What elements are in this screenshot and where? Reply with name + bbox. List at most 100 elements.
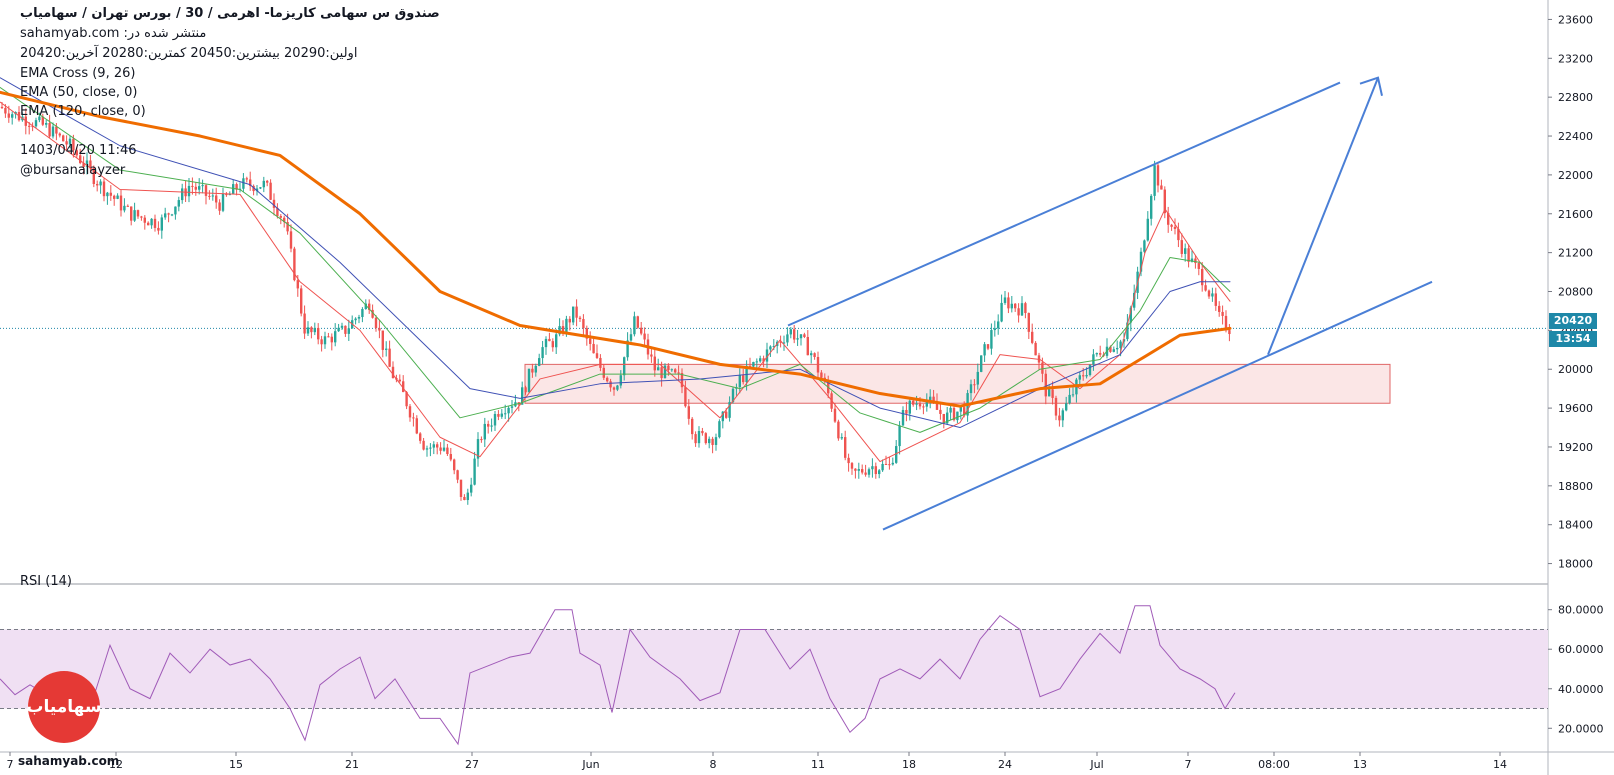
candle-body	[976, 371, 979, 385]
candle-body	[242, 178, 245, 189]
candle-body	[844, 437, 847, 458]
candle-body	[558, 326, 561, 335]
candle-body	[187, 185, 191, 197]
time-tick-label: Jun	[581, 758, 599, 771]
candle-body	[1014, 303, 1017, 309]
candle-body	[1129, 307, 1132, 323]
logo-site-text: sahamyab.com	[18, 754, 120, 768]
candle-body	[854, 468, 857, 471]
candle-body	[123, 205, 126, 211]
candle-body	[456, 470, 459, 480]
candle-body	[1003, 297, 1007, 303]
candle-body	[932, 396, 935, 402]
sahamyab-logo: سهامیاب	[26, 671, 102, 743]
candle-body	[147, 222, 150, 226]
candle-body	[1088, 364, 1092, 376]
candle-body	[626, 340, 629, 358]
candle-body	[500, 413, 503, 417]
candle-body	[436, 444, 439, 448]
candle-body	[782, 342, 786, 344]
candle-body	[663, 365, 667, 379]
candle-body	[215, 195, 218, 203]
chart-author: @bursanalayzer	[20, 163, 126, 178]
candle-body	[772, 346, 775, 348]
candle-body	[541, 347, 544, 359]
candle-body	[371, 309, 374, 318]
candle-body	[1041, 362, 1044, 374]
candle-body	[507, 407, 510, 414]
time-tick-label: 21	[345, 758, 359, 771]
candle-body	[803, 334, 806, 337]
candle-body	[1160, 185, 1163, 190]
candle-body	[425, 448, 429, 450]
candle-body	[623, 357, 626, 376]
candle-body	[470, 484, 473, 493]
candle-body	[211, 195, 214, 197]
candle-body	[718, 421, 721, 438]
candle-body	[895, 446, 898, 463]
candle-body	[731, 388, 735, 402]
candle-body	[544, 338, 548, 348]
candle-body	[609, 381, 612, 388]
candle-body	[1054, 397, 1058, 416]
candle-body	[1143, 240, 1146, 252]
candle-body	[119, 195, 123, 211]
time-axis[interactable]: 7 12 15 21 27 Jun 8 11 18 24 Jul 7 13 14 08:00	[0, 751, 1614, 771]
candle-body	[34, 120, 38, 127]
indicator-ema-50[interactable]: EMA (50, close, 0)	[20, 85, 138, 100]
candle-body	[130, 206, 133, 221]
price-tick-label: 20000	[1558, 363, 1593, 376]
time-tick-label: 08:00	[1258, 758, 1290, 771]
candle-body	[85, 160, 89, 167]
candle-body	[884, 463, 888, 465]
candle-body	[497, 413, 500, 417]
candle-body	[429, 447, 432, 449]
candle-body	[490, 425, 493, 427]
price-tick-label: 22400	[1558, 130, 1593, 143]
candle-body	[11, 114, 14, 118]
candle-body	[160, 217, 163, 231]
candle-body	[847, 457, 850, 464]
candle-body	[1068, 394, 1071, 404]
candle-body	[174, 206, 177, 215]
candle-body	[949, 407, 952, 413]
candle-body	[531, 368, 534, 373]
candle-body	[612, 387, 616, 390]
time-tick-label: Jul	[1089, 758, 1103, 771]
candle-body	[432, 444, 435, 448]
candle-body	[779, 341, 782, 343]
support-zone	[524, 363, 1391, 404]
candle-body	[1180, 240, 1183, 254]
candle-body	[1017, 308, 1020, 316]
candle-body	[1207, 290, 1211, 297]
candle-body	[334, 331, 337, 343]
candle-body	[126, 205, 129, 207]
candle-body	[303, 313, 306, 334]
time-tick-label: 27	[465, 758, 479, 771]
candle-body	[538, 358, 541, 366]
candle-body	[1133, 292, 1136, 308]
candle-body	[106, 192, 109, 197]
indicator-ema-120[interactable]: EMA (120, close, 0)	[20, 104, 146, 119]
time-tick-label: 7	[7, 758, 14, 771]
chart-datetime: 1403/04/20 11:46	[20, 143, 137, 158]
candle-body	[255, 188, 259, 192]
candle-body	[296, 280, 299, 289]
candle-body	[41, 116, 44, 125]
candle-body	[524, 387, 527, 393]
candle-body	[725, 411, 728, 418]
candle-body	[51, 126, 55, 137]
candle-body	[674, 369, 677, 373]
candle-body	[653, 356, 656, 371]
candle-body	[68, 138, 72, 145]
candle-body	[300, 288, 303, 314]
candle-body	[361, 308, 364, 318]
candle-body	[262, 180, 265, 188]
main-gridlines	[0, 327, 1614, 585]
indicator-ema-cross[interactable]: EMA Cross (9, 26)	[20, 66, 136, 81]
price-axis[interactable]: 1800018400188001920019600200002040020800…	[1547, 0, 1614, 775]
rsi-label[interactable]: RSI (14)	[20, 574, 72, 589]
candles	[0, 101, 1231, 505]
price-tick-label: 23600	[1558, 13, 1593, 26]
